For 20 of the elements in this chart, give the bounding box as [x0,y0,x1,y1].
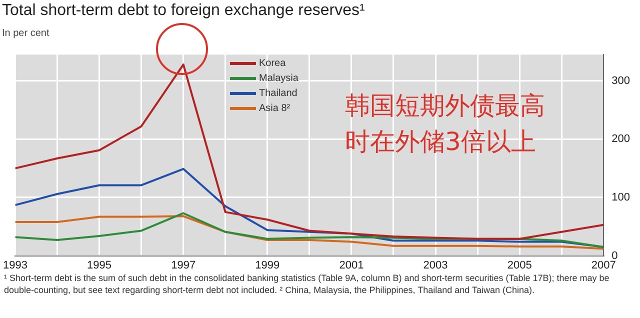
legend-label: Korea [259,58,286,69]
legend-label: Malaysia [259,73,298,84]
chart-title: Total short-term debt to foreign exchange reserves¹ [2,2,365,20]
x-tick-label: 1993 [2,259,28,272]
text: ¹ Short-term debt is the sum of such debt in the consolidated banking statistics (Table 9A, column B) and short-term securities (Table 17B); there may be double-counting, but see text regarding short-term debt not included. ² China, Malaysia, the Philippines, Thailand and Taiwan (China). [4,272,610,296]
y-tick-label: 200 [612,133,630,146]
legend-label: Asia 8² [259,103,290,114]
x-tick-label: 2003 [423,259,448,272]
x-tick-label: 2005 [507,259,532,272]
annotation: 韩国短期外债最高时在外储3倍以上 [345,90,546,158]
x-tick-label: 1995 [87,259,112,272]
y-tick-label: 300 [612,74,630,87]
y-tick-label: 0 [612,250,618,262]
legend-label: Thailand [259,88,298,99]
x-tick-label: 2001 [339,259,364,272]
x-tick-label: 1999 [255,259,280,272]
x-tick-label: 2007 [591,259,616,272]
y-tick-label: 100 [612,192,630,204]
y-axis-title: In per cent [2,28,50,39]
x-tick-label: 1997 [171,259,196,272]
